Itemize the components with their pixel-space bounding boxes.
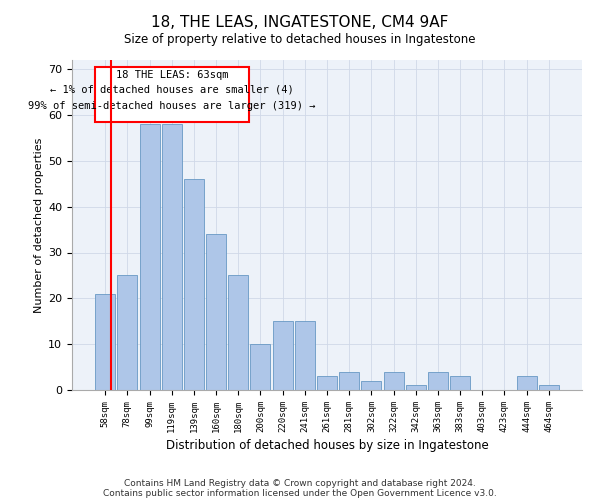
Bar [184, 179, 204, 390]
Bar [140, 124, 160, 390]
Text: Size of property relative to detached houses in Ingatestone: Size of property relative to detached ho… [124, 32, 476, 46]
Text: 18, THE LEAS, INGATESTONE, CM4 9AF: 18, THE LEAS, INGATESTONE, CM4 9AF [151, 15, 449, 30]
Bar [406, 386, 426, 390]
Bar [228, 276, 248, 390]
Bar [118, 276, 137, 390]
Y-axis label: Number of detached properties: Number of detached properties [34, 138, 44, 312]
Bar [272, 322, 293, 390]
FancyBboxPatch shape [95, 67, 250, 122]
Bar [339, 372, 359, 390]
Bar [383, 372, 404, 390]
X-axis label: Distribution of detached houses by size in Ingatestone: Distribution of detached houses by size … [166, 439, 488, 452]
Bar [162, 124, 182, 390]
Bar [250, 344, 271, 390]
Bar [295, 322, 315, 390]
Bar [428, 372, 448, 390]
Bar [206, 234, 226, 390]
Text: 18 THE LEAS: 63sqm: 18 THE LEAS: 63sqm [116, 70, 228, 80]
Text: ← 1% of detached houses are smaller (4): ← 1% of detached houses are smaller (4) [50, 85, 294, 95]
Text: Contains public sector information licensed under the Open Government Licence v3: Contains public sector information licen… [103, 488, 497, 498]
Bar [317, 376, 337, 390]
Bar [450, 376, 470, 390]
Bar [361, 381, 382, 390]
Bar [95, 294, 115, 390]
Text: Contains HM Land Registry data © Crown copyright and database right 2024.: Contains HM Land Registry data © Crown c… [124, 478, 476, 488]
Bar [539, 386, 559, 390]
Bar [517, 376, 536, 390]
Text: 99% of semi-detached houses are larger (319) →: 99% of semi-detached houses are larger (… [28, 101, 316, 111]
